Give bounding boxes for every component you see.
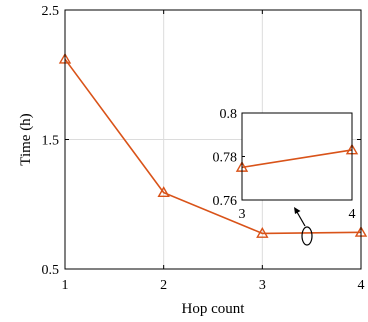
inset-x-tick-label: 3	[239, 207, 246, 222]
zoom-arrow-head	[294, 207, 301, 214]
inset-y-tick-label: 0.8	[220, 107, 238, 122]
y-tick-label: 1.5	[42, 134, 60, 149]
main-ticks: 1 2 3 4 0.5 1.5 2.5	[42, 4, 365, 293]
inset-y-tick-label: 0.76	[213, 194, 238, 209]
x-axis-label: Hop count	[182, 301, 246, 317]
x-tick-label: 1	[62, 278, 69, 293]
inset-ticks: 3 4 0.76 0.78 0.8	[213, 107, 356, 222]
data-point-marker	[157, 186, 170, 198]
y-tick-label: 0.5	[42, 263, 60, 278]
zoom-arrow-line	[296, 211, 306, 227]
y-axis-label: Time (h)	[18, 113, 34, 165]
x-tick-label: 3	[259, 278, 266, 293]
zoom-callout	[294, 207, 313, 246]
zoom-highlight-ellipse	[301, 226, 313, 246]
inset-zoom: 3 4 0.76 0.78 0.8	[213, 107, 359, 222]
inset-series-line	[241, 149, 353, 169]
x-tick-label: 2	[160, 278, 167, 293]
inset-plot-area	[242, 113, 352, 200]
data-point-marker	[256, 226, 269, 238]
x-tick-label: 4	[358, 278, 365, 293]
y-tick-label: 2.5	[42, 4, 60, 19]
inset-x-tick-label: 4	[349, 207, 356, 222]
inset-y-tick-label: 0.78	[213, 151, 238, 166]
